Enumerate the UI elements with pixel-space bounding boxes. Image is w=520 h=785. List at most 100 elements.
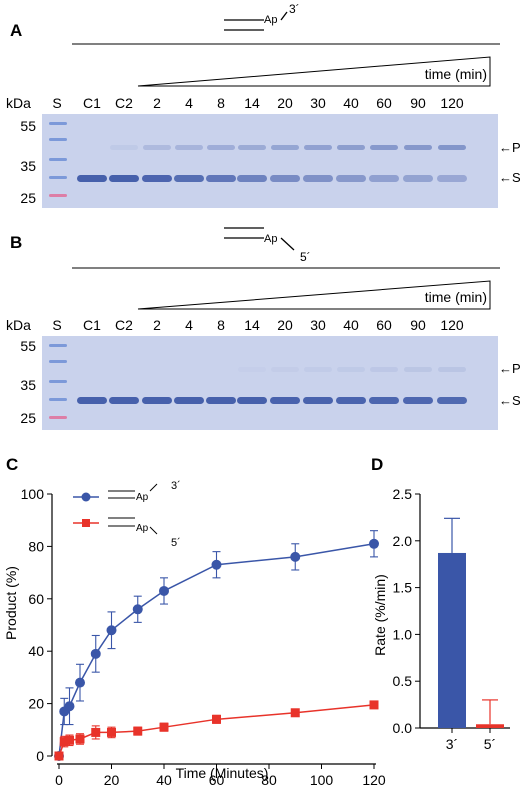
- data-point: [211, 559, 222, 570]
- legend: Ap 3´ Ap 5´: [73, 480, 181, 549]
- gel-image: [42, 114, 498, 208]
- lane-label: 8: [217, 95, 225, 111]
- product-band: [304, 145, 332, 150]
- substrate-band: [109, 175, 139, 182]
- ap-site-label: Ap: [264, 233, 277, 245]
- lane-label: 30: [310, 95, 326, 111]
- panel-b: B Ap 5´ time (min) kDa S C1 C2 2 4 8 14 20 30 40 6…: [6, 227, 520, 430]
- marker-label: 55: [20, 338, 36, 354]
- product-band: [143, 145, 171, 150]
- bar: [476, 724, 504, 728]
- data-point: [64, 701, 75, 712]
- x-tick-label: 60: [209, 772, 225, 785]
- lane-labels: S C1 C2 2 4 8 14 20 30 40 60 90 120: [52, 95, 464, 111]
- lane-label: C2: [115, 95, 133, 111]
- marker-label: 25: [20, 410, 36, 426]
- marker-label: 25: [20, 190, 36, 206]
- substrate-band: [336, 397, 366, 404]
- kda-label: kDa: [6, 95, 31, 111]
- substrate-band: [270, 175, 300, 182]
- ladder-band: [49, 194, 67, 197]
- gel-bands: [49, 344, 467, 419]
- panel-b-schematic: Ap 5´: [224, 227, 311, 264]
- y-tick-label: 0.5: [393, 673, 413, 689]
- x-tick-label: 40: [156, 772, 172, 785]
- lane-label: 4: [185, 95, 193, 111]
- substrate-band: [369, 175, 399, 182]
- product-band: [271, 145, 299, 150]
- strand-tail: [149, 526, 158, 535]
- x-tick-label: 100: [310, 772, 334, 785]
- lane-label: 60: [376, 317, 392, 333]
- y-tick-label: 0.0: [393, 720, 413, 736]
- data-point: [290, 708, 300, 718]
- gel-image: [42, 336, 498, 430]
- lane-label: C1: [83, 95, 101, 111]
- substrate-band: [206, 397, 236, 404]
- y-tick-label: 1.5: [393, 580, 413, 596]
- substrate-band: [109, 397, 139, 404]
- lane-label: 60: [376, 95, 392, 111]
- data-point: [107, 727, 116, 737]
- y-axis-title: Product (%): [3, 566, 19, 640]
- y-tick-label: 40: [28, 643, 44, 659]
- product-band: [438, 367, 466, 372]
- lane-label: 14: [244, 317, 260, 333]
- substrate-band: [206, 175, 236, 182]
- lane-label: S: [52, 317, 61, 333]
- substrate-band: [174, 175, 204, 182]
- x-axis-title: Time (Minutes): [176, 765, 269, 781]
- substrate-band: [303, 397, 333, 404]
- substrate-band: [142, 397, 172, 404]
- substrate-band: [403, 175, 433, 182]
- lane-label: 120: [440, 317, 464, 333]
- substrate-band: [142, 175, 172, 182]
- panel-d: D 0.0 0.5 1.0 1.5 2.0 2.5 3´ 5´ Rate (%/min): [371, 455, 510, 752]
- ladder-band: [49, 398, 67, 401]
- substrate-band: [437, 175, 467, 182]
- y-tick-label: 0: [36, 748, 44, 764]
- lane-label: 40: [343, 95, 359, 111]
- bar: [438, 552, 466, 728]
- strand-end-label: 3´: [289, 2, 300, 16]
- time-gradient-wedge: [137, 56, 491, 87]
- panel-c-letter: C: [6, 455, 18, 474]
- panel-a-schematic: Ap 3´: [224, 2, 300, 31]
- x-tick-label: 120: [362, 772, 386, 785]
- lane-label: 14: [244, 95, 260, 111]
- band-label-product: ←P: [499, 361, 520, 376]
- data-point: [212, 714, 221, 724]
- band-label-substrate: ←S: [499, 393, 520, 408]
- product-band: [404, 367, 432, 372]
- y-tick-label: 100: [21, 486, 45, 502]
- marker-label: 55: [20, 118, 36, 134]
- substrate-band: [237, 175, 267, 182]
- band-label-product: ←P: [499, 140, 520, 155]
- product-band: [404, 145, 432, 150]
- y-tick-label: 20: [28, 696, 44, 712]
- substrate-band: [437, 397, 467, 404]
- product-band: [175, 145, 203, 150]
- product-band: [337, 145, 365, 150]
- substrate-band: [77, 175, 107, 182]
- marker-label: 35: [20, 158, 36, 174]
- strand-end-label: 5´: [300, 250, 311, 264]
- y-tick-label: 60: [28, 591, 44, 607]
- kda-label: kDa: [6, 317, 31, 333]
- y-tick-label: 2.0: [393, 533, 413, 549]
- ladder-band: [49, 416, 67, 419]
- data-point: [159, 722, 169, 732]
- strand-end-label: 3´: [171, 480, 181, 492]
- legend-item-3prime: Ap 3´: [73, 480, 181, 503]
- x-tick-label: 20: [104, 772, 120, 785]
- data-point: [133, 726, 143, 736]
- lane-label: C2: [115, 317, 133, 333]
- data-point: [59, 737, 69, 747]
- time-label: time (min): [425, 66, 487, 82]
- substrate-band: [270, 397, 300, 404]
- lane-label: 120: [440, 95, 464, 111]
- product-band: [110, 145, 138, 150]
- y-tick-label: 80: [28, 538, 44, 554]
- series-5prime-line: [58, 704, 375, 757]
